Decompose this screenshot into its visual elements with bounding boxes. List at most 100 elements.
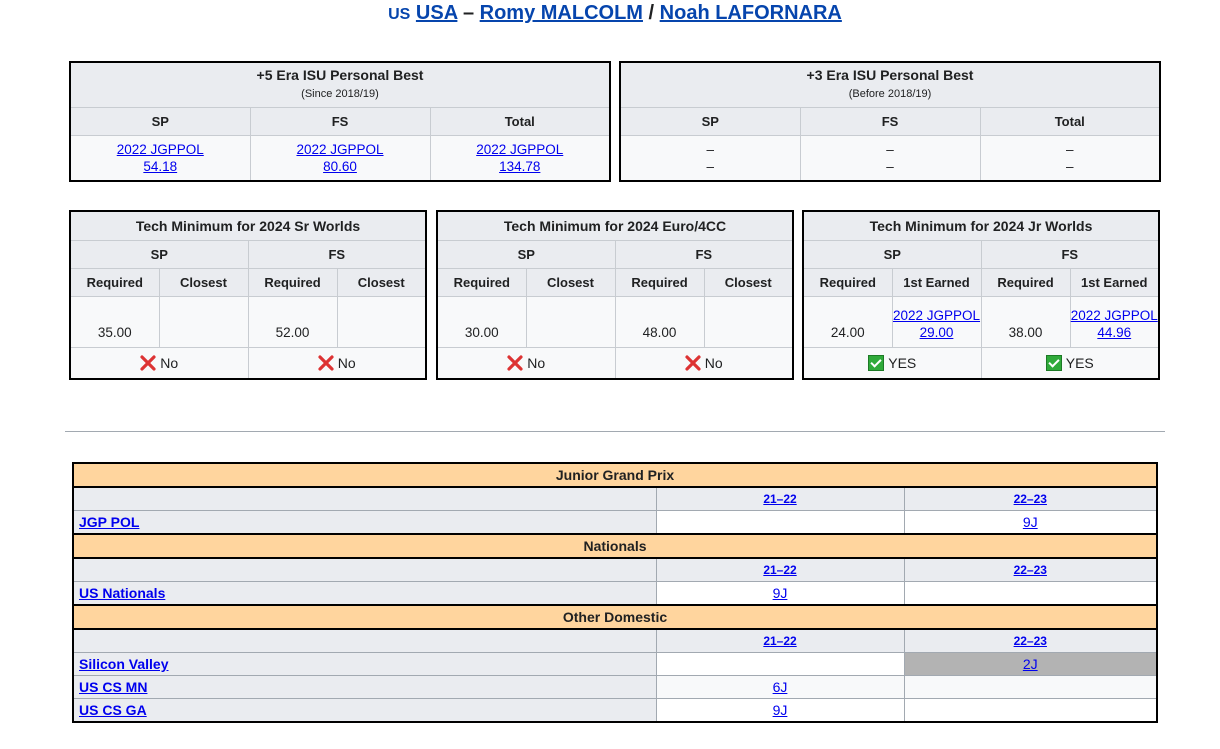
fs-required-value: 52.00 — [247, 296, 338, 348]
pb-total-event-link[interactable]: 2022 JGPPOL — [476, 142, 564, 157]
dash: – — [706, 159, 714, 174]
dash: – — [706, 142, 714, 157]
pb-plus3-header: +3 Era ISU Personal Best (Before 2018/19… — [619, 61, 1161, 108]
tech-min-sr-worlds-table: Tech Minimum for 2024 Sr Worlds SP FS Req… — [69, 210, 427, 380]
season-link[interactable]: 22–23 — [1013, 492, 1047, 506]
sub-required: Required — [69, 268, 160, 297]
fs-result-text: YES — [1065, 355, 1094, 371]
fs-result: No — [247, 347, 427, 380]
col-sp: SP — [69, 107, 251, 136]
sp-result: No — [69, 347, 249, 380]
sub-first-earned: 1st Earned — [891, 268, 982, 297]
year-header-cell: 22–23 — [903, 557, 1158, 582]
pb-sp-score-link[interactable]: 54.18 — [143, 159, 178, 174]
cross-icon — [140, 355, 156, 371]
competitions-table: Junior Grand Prix 21–22 22–23 JGP POL 9J… — [72, 462, 1158, 723]
seg-sp: SP — [436, 240, 616, 269]
fs-required-value: 48.00 — [614, 296, 705, 348]
fs-result-text: No — [337, 355, 356, 371]
fs-required-value: 38.00 — [980, 296, 1071, 348]
event-link[interactable]: US CS MN — [79, 679, 148, 695]
pb-fs-event-link[interactable]: 2022 JGPPOL — [296, 142, 384, 157]
result-link[interactable]: 2J — [1022, 656, 1038, 672]
table-row: US Nationals 9J — [72, 581, 1158, 606]
col-total: Total — [979, 107, 1161, 136]
sp-earned-cell: 2022 JGPPOL 29.00 — [891, 296, 982, 348]
sub-first-earned: 1st Earned — [1069, 268, 1160, 297]
year-header-cell: 21–22 — [655, 628, 905, 653]
table-row: JGP POL 9J — [72, 510, 1158, 535]
check-icon — [868, 355, 885, 371]
sp-result-text: YES — [888, 355, 917, 371]
pb-sp-event-link[interactable]: 2022 JGPPOL — [116, 142, 204, 157]
year-header-cell: 21–22 — [655, 486, 905, 511]
fs-result: No — [614, 347, 794, 380]
year-header-cell: 21–22 — [655, 557, 905, 582]
sp-required-value: 30.00 — [436, 296, 527, 348]
seg-fs: FS — [247, 240, 427, 269]
year-header-blank — [72, 628, 657, 653]
season-link[interactable]: 21–22 — [763, 492, 797, 506]
title-dash: – — [462, 2, 475, 24]
table-row: US CS MN 6J — [72, 675, 1158, 699]
pb-plus5-title: +5 Era ISU Personal Best — [256, 67, 424, 83]
sp-closest-value — [525, 296, 616, 348]
result-link[interactable]: 9J — [772, 585, 788, 601]
seg-fs: FS — [614, 240, 794, 269]
seg-fs: FS — [980, 240, 1160, 269]
skater2-link[interactable]: Noah LAFORNARA — [659, 2, 842, 24]
sp-result: YES — [802, 347, 982, 380]
event-link[interactable]: JGP POL — [79, 514, 140, 530]
pb-plus3-subtitle: (Before 2018/19) — [848, 88, 932, 100]
pb-fs-score-link[interactable]: 80.60 — [323, 159, 357, 174]
year-header-blank — [72, 486, 657, 511]
sp-earned-score-link[interactable]: 29.00 — [919, 325, 954, 340]
season-link[interactable]: 22–23 — [1013, 634, 1047, 648]
season-link[interactable]: 21–22 — [763, 634, 797, 648]
year-header-blank — [72, 557, 657, 582]
result-link[interactable]: 6J — [772, 679, 788, 695]
sp-earned-event-link[interactable]: 2022 JGPPOL — [892, 308, 981, 323]
result-cell — [903, 675, 1158, 699]
seg-sp: SP — [802, 240, 982, 269]
pb-plus3-table: +3 Era ISU Personal Best (Before 2018/19… — [619, 61, 1161, 182]
season-link[interactable]: 22–23 — [1013, 563, 1047, 577]
result-link[interactable]: 9J — [1022, 514, 1038, 530]
sub-closest: Closest — [703, 268, 794, 297]
pb3-sp-cell: – – — [619, 135, 801, 182]
col-fs: FS — [249, 107, 431, 136]
sp-result-text: No — [160, 355, 179, 371]
col-total: Total — [429, 107, 611, 136]
country-code: US — [388, 6, 411, 23]
pb-total-score-link[interactable]: 134.78 — [499, 159, 541, 174]
tech-min-jr-worlds-table: Tech Minimum for 2024 Jr Worlds SP FS Req… — [802, 210, 1160, 380]
dash: – — [1065, 159, 1074, 174]
sp-required-value: 24.00 — [802, 296, 893, 348]
dash: – — [1065, 142, 1074, 157]
sp-required-value: 35.00 — [69, 296, 160, 348]
country-link[interactable]: USA — [415, 2, 458, 24]
seg-sp: SP — [69, 240, 249, 269]
section-header: Junior Grand Prix — [72, 462, 1158, 488]
col-fs: FS — [799, 107, 981, 136]
result-cell — [655, 652, 905, 676]
result-cell — [903, 698, 1158, 723]
section-header: Other Domestic — [72, 604, 1158, 630]
year-header-cell: 22–23 — [903, 628, 1158, 653]
event-link[interactable]: US CS GA — [79, 702, 147, 718]
sp-result-text: No — [527, 355, 546, 371]
event-link[interactable]: Silicon Valley — [79, 656, 169, 672]
result-cell: 9J — [655, 581, 905, 606]
table-row: US CS GA 9J — [72, 698, 1158, 723]
fs-earned-event-link[interactable]: 2022 JGPPOL — [1070, 308, 1158, 323]
skater1-link[interactable]: Romy MALCOLM — [479, 2, 643, 24]
fs-earned-score-link[interactable]: 44.96 — [1097, 325, 1132, 340]
sub-required: Required — [436, 268, 527, 297]
season-link[interactable]: 21–22 — [763, 563, 797, 577]
event-link[interactable]: US Nationals — [79, 585, 166, 601]
result-cell: 9J — [655, 698, 905, 723]
year-header-cell: 22–23 — [903, 486, 1158, 511]
result-cell: 6J — [655, 675, 905, 699]
pb-plus5-table: +5 Era ISU Personal Best (Since 2018/19)… — [69, 61, 611, 182]
result-link[interactable]: 9J — [772, 702, 788, 718]
